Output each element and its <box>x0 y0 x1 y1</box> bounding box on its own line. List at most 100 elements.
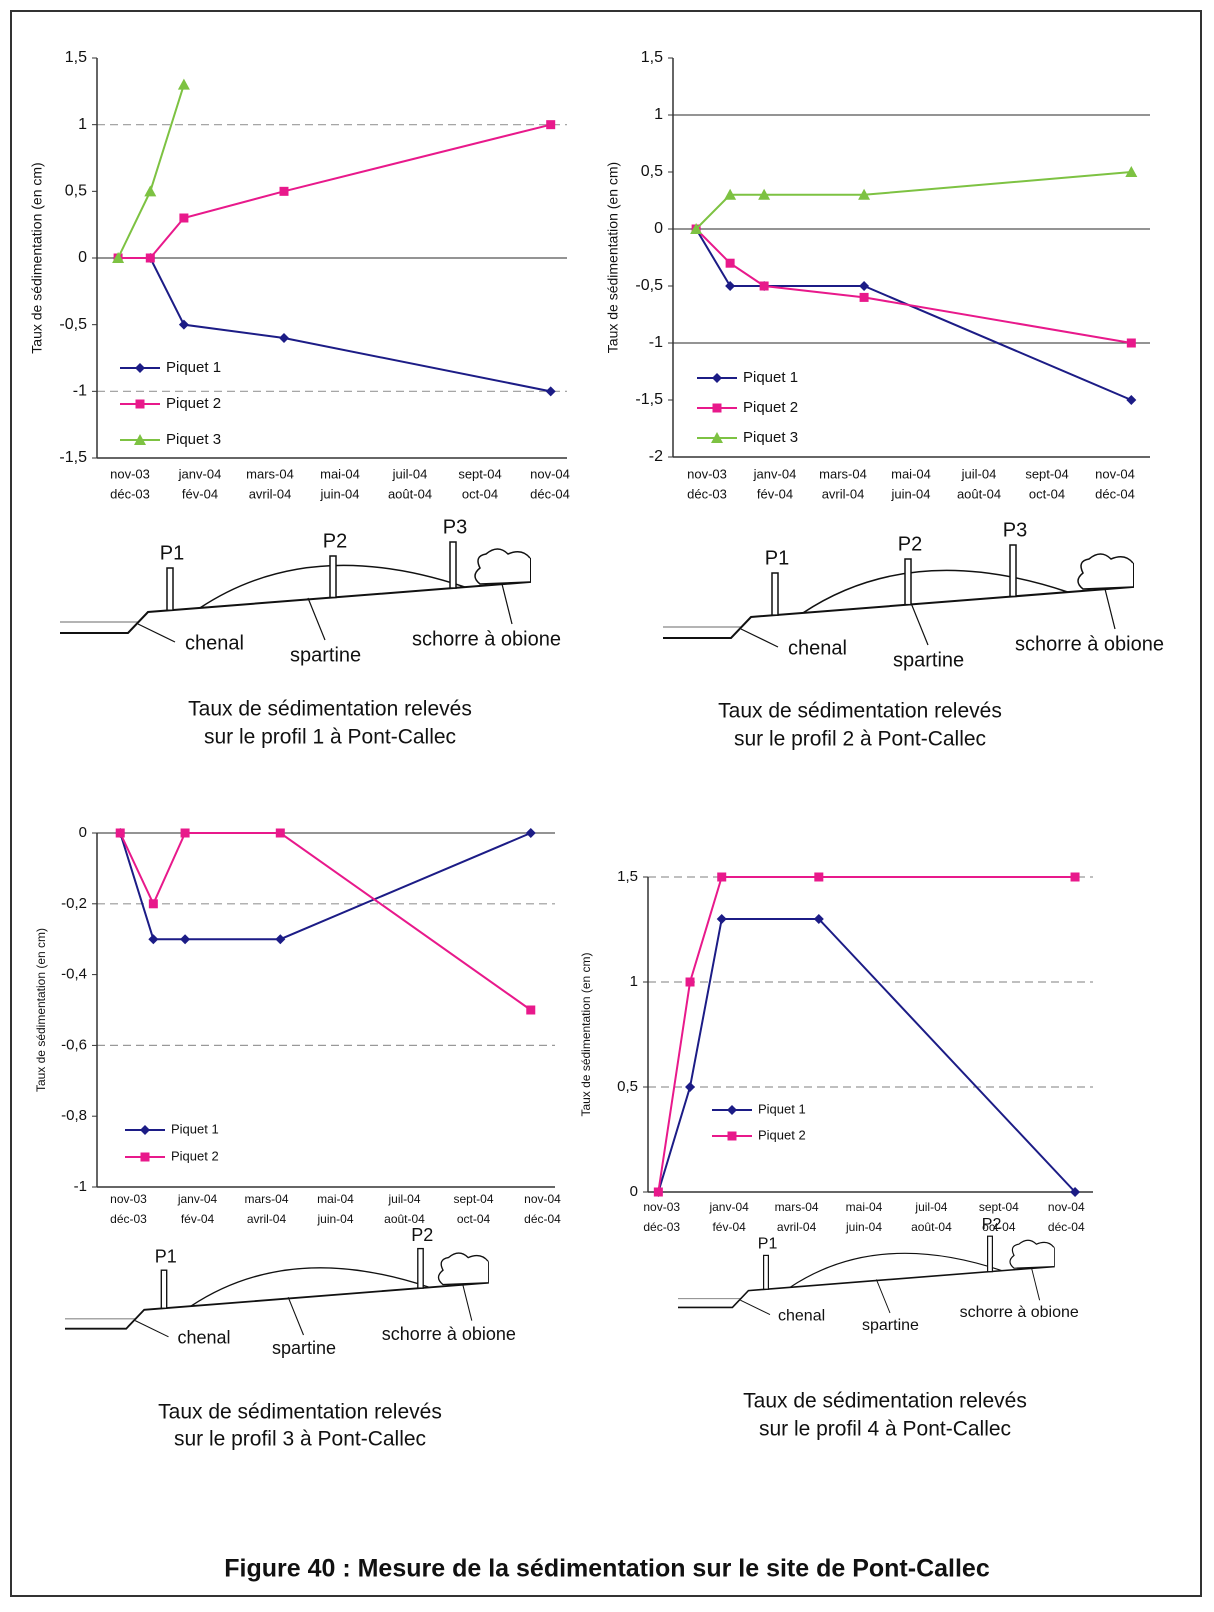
y-tick-label: 0 <box>630 1183 638 1200</box>
marker <box>1125 166 1138 177</box>
marker <box>759 281 769 291</box>
marker <box>716 914 727 924</box>
post <box>417 1247 424 1289</box>
x-tick-label: oct-04 <box>982 1220 1016 1234</box>
x-tick-label: août-04 <box>384 1212 425 1226</box>
x-tick-label: juil-04 <box>914 1200 947 1214</box>
x-tick-label: mai-04 <box>891 466 931 481</box>
legend-label: Piquet 2 <box>166 395 221 412</box>
marker <box>525 828 536 838</box>
legend-marker <box>135 363 145 373</box>
x-tick-label: oct-04 <box>1029 486 1065 501</box>
marker <box>725 281 736 291</box>
y-tick-label: 0 <box>78 249 87 266</box>
post-label: P1 <box>758 1235 778 1252</box>
diagram-label: spartine <box>290 644 361 666</box>
profile-caption: Taux de sédimentation relevés <box>743 1390 1027 1413</box>
marker <box>180 828 190 838</box>
x-tick-label: avril-04 <box>777 1220 817 1234</box>
leader <box>501 583 513 625</box>
x-tick-label: déc-03 <box>110 486 150 501</box>
diagram-label: chenal <box>778 1307 825 1324</box>
legend-label: Piquet 2 <box>743 399 798 416</box>
diagram-label: chenal <box>788 637 847 659</box>
marker <box>180 934 191 945</box>
y-tick-label: -1,5 <box>59 449 87 466</box>
x-tick-label: juil-04 <box>387 1192 420 1206</box>
post-label: P1 <box>155 1246 177 1266</box>
post <box>763 1254 770 1290</box>
marker <box>717 872 727 882</box>
post-label: P2 <box>323 530 347 552</box>
marker <box>177 78 190 90</box>
x-tick-label: déc-03 <box>643 1220 680 1234</box>
y-tick-label: -2 <box>649 448 663 465</box>
x-tick-label: oct-04 <box>462 486 498 501</box>
y-axis-title: Taux de sédimentation (en cm) <box>579 952 593 1116</box>
x-tick-label: nov-03 <box>643 1200 680 1214</box>
x-tick-label: juin-04 <box>845 1220 882 1234</box>
marker <box>685 1082 696 1092</box>
y-tick-label: 0,5 <box>641 163 663 180</box>
diagram-label: chenal <box>178 1327 231 1347</box>
x-tick-label: avril-04 <box>249 486 292 501</box>
x-tick-label: mai-04 <box>320 466 360 481</box>
post <box>449 541 457 589</box>
x-tick-label: fév-04 <box>181 1212 215 1226</box>
obione-bush <box>1009 1239 1055 1269</box>
post-label: P2 <box>982 1216 1002 1233</box>
y-tick-label: 0,5 <box>617 1078 638 1095</box>
x-tick-label: janv-04 <box>177 1192 218 1206</box>
legend-label: Piquet 3 <box>166 431 221 448</box>
figure-frame <box>10 10 1202 1597</box>
x-tick-label: nov-04 <box>1095 466 1135 481</box>
post-label: P3 <box>443 516 467 538</box>
x-tick-label: janv-04 <box>178 466 222 481</box>
post-label: P2 <box>898 533 922 555</box>
profile-diagram: P1 P2 P3 chenal spartine schorre à obione <box>60 516 561 666</box>
x-tick-label: juil-04 <box>392 466 428 481</box>
profile-diagram: P1 P2 P3 chenal spartine schorre à obione <box>663 519 1164 671</box>
x-tick-label: mai-04 <box>846 1200 883 1214</box>
marker <box>859 292 869 302</box>
leader <box>307 597 326 641</box>
y-tick-label: -0,5 <box>59 316 87 333</box>
x-tick-label: mars-04 <box>246 466 294 481</box>
x-tick-label: déc-04 <box>1095 486 1135 501</box>
x-tick-label: déc-04 <box>530 486 570 501</box>
post-label: P2 <box>411 1225 433 1245</box>
x-tick-label: nov-03 <box>110 1192 147 1206</box>
diagram-label: spartine <box>862 1317 919 1334</box>
marker <box>1126 395 1137 405</box>
post <box>1009 544 1017 598</box>
leader <box>740 1299 771 1316</box>
y-axis-title: Taux de sédimentation (en cm) <box>34 928 48 1092</box>
legend-marker <box>712 403 722 413</box>
x-tick-label: déc-03 <box>110 1212 147 1226</box>
y-tick-label: -1,5 <box>635 391 663 408</box>
post <box>904 558 912 606</box>
x-tick-label: mars-04 <box>819 466 867 481</box>
profile-caption: sur le profil 4 à Pont-Callec <box>759 1418 1011 1441</box>
marker <box>279 333 289 343</box>
marker <box>145 253 155 263</box>
x-tick-label: fév-04 <box>712 1220 746 1234</box>
x-tick-label: août-04 <box>388 486 432 501</box>
spartine-mound <box>190 1267 430 1307</box>
marker <box>112 252 125 263</box>
leader <box>287 1296 305 1336</box>
marker <box>1070 1187 1081 1197</box>
y-tick-label: -0,4 <box>61 966 87 983</box>
y-tick-label: 1 <box>654 106 663 123</box>
obione-bush <box>474 548 531 585</box>
legend-label: Piquet 2 <box>171 1148 219 1163</box>
marker <box>725 258 735 268</box>
leader <box>137 623 176 643</box>
legend-label: Piquet 3 <box>743 429 798 446</box>
y-axis-title: Taux de sédimentation (en cm) <box>29 162 45 353</box>
post <box>160 1269 168 1309</box>
legend-marker <box>727 1131 737 1141</box>
marker <box>724 188 737 200</box>
y-tick-label: 0,5 <box>65 183 87 200</box>
